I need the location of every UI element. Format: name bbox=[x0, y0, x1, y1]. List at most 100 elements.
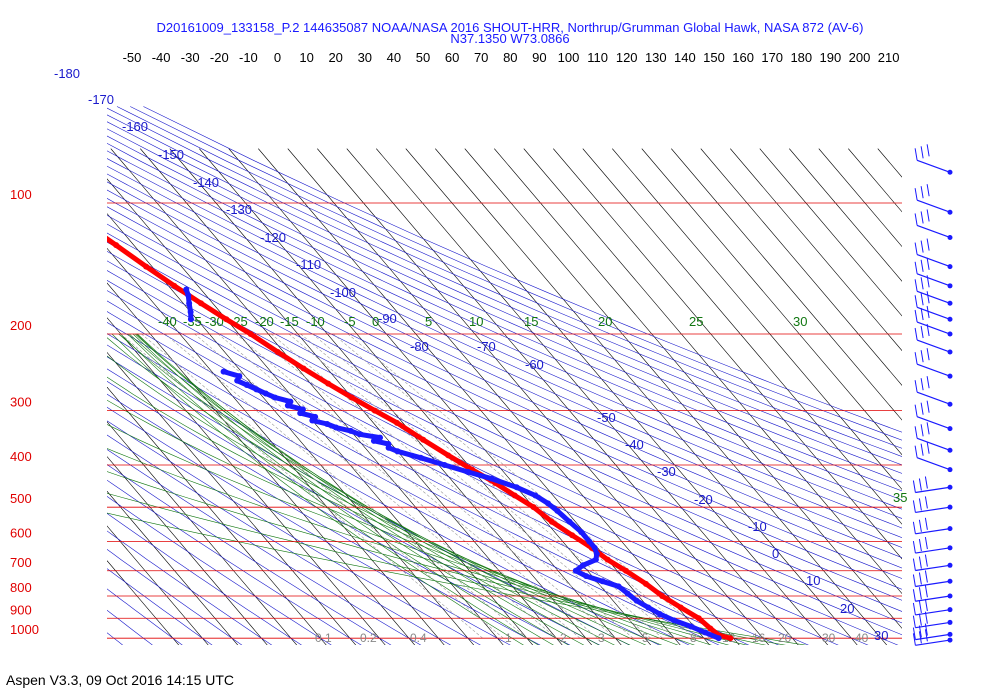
dry-adiabat-line bbox=[107, 290, 809, 645]
temperature-profile-point bbox=[113, 242, 120, 249]
dry-adiabat-line bbox=[107, 150, 902, 510]
temperature-tick-label: 10 bbox=[299, 50, 313, 65]
wind-barb bbox=[914, 257, 953, 289]
moist-adiabat-line bbox=[127, 333, 554, 645]
dewpoint-profile-point bbox=[633, 597, 640, 604]
mixing-ratio-line bbox=[300, 333, 663, 639]
dry-adiabat-line bbox=[107, 368, 601, 645]
temperature-tick-label: 100 bbox=[558, 50, 580, 65]
isotherm-line bbox=[107, 178, 504, 645]
grid-layer bbox=[107, 106, 1000, 657]
wind-barb bbox=[912, 623, 953, 641]
mixing-ratio-label: 16 bbox=[752, 631, 766, 645]
pressure-tick-label: 300 bbox=[10, 395, 32, 410]
dewpoint-profile-point bbox=[578, 528, 585, 535]
temperature-tick-label: 200 bbox=[849, 50, 871, 65]
temperature-profile-point bbox=[569, 532, 576, 539]
dewpoint-profile-point bbox=[324, 421, 331, 428]
temperature-tick-label: 20 bbox=[328, 50, 342, 65]
moist-adiabat-line bbox=[107, 471, 767, 645]
temperature-tick-label: 90 bbox=[532, 50, 546, 65]
temperature-tick-label: 60 bbox=[445, 50, 459, 65]
dry-adiabat-line bbox=[107, 449, 422, 645]
temperature-profile-point bbox=[348, 394, 355, 401]
dry-adiabat-line bbox=[107, 609, 153, 645]
dry-adiabat-label: -130 bbox=[226, 202, 252, 217]
wind-barb bbox=[912, 585, 953, 602]
dry-adiabat-label: -90 bbox=[378, 311, 397, 326]
label-layer: -50 -40 -30 -20 -10 0 10 20 30 40 50 60 70 80 90 100 110… bbox=[10, 50, 907, 645]
dewpoint-upper-segment-point bbox=[186, 300, 193, 307]
isotherm-line bbox=[848, 148, 902, 213]
temperature-profile-point bbox=[659, 593, 666, 600]
dewpoint-profile-point bbox=[312, 413, 319, 420]
dry-adiabat-line bbox=[107, 181, 902, 548]
mixing-ratio-line bbox=[164, 333, 528, 639]
moist-adiabat-label: -40 bbox=[158, 314, 177, 329]
isotherm-line bbox=[671, 148, 902, 421]
temperature-profile-point bbox=[445, 452, 452, 459]
temperature-profile-point bbox=[371, 407, 378, 414]
temperature-profile-point bbox=[727, 635, 734, 642]
moist-adiabat-label: 15 bbox=[524, 314, 538, 329]
isotherm-line bbox=[996, 149, 1000, 657]
dry-adiabat-line bbox=[107, 344, 660, 645]
isotherm-line bbox=[730, 148, 902, 352]
temperature-tick-label: -20 bbox=[210, 50, 229, 65]
footer-text: Aspen V3.3, 09 Oct 2016 14:15 UTC bbox=[6, 672, 235, 688]
temperature-tick-label: 160 bbox=[732, 50, 754, 65]
dewpoint-upper-segment-point bbox=[187, 308, 194, 315]
dry-adiabat-line bbox=[107, 250, 902, 636]
mixing-ratio-label: 1 bbox=[505, 631, 512, 645]
temperature-profile-point bbox=[548, 518, 555, 525]
dry-adiabat-line bbox=[107, 512, 302, 645]
moist-adiabat-label: 25 bbox=[689, 314, 703, 329]
moist-adiabat-line bbox=[111, 333, 524, 645]
temperature-profile bbox=[107, 235, 733, 641]
wind-barb bbox=[912, 496, 953, 514]
dewpoint-profile-point bbox=[671, 617, 678, 624]
wind-barb bbox=[914, 422, 953, 453]
temperature-tick-label: 140 bbox=[674, 50, 696, 65]
dry-adiabat-label: -70 bbox=[477, 339, 496, 354]
wind-barb bbox=[914, 323, 953, 355]
dry-adiabat-line bbox=[107, 270, 869, 645]
dry-adiabat-line bbox=[107, 260, 899, 645]
temperature-isolated-point bbox=[98, 169, 104, 175]
temperature-profile-point bbox=[677, 604, 684, 611]
dewpoint-profile-point bbox=[592, 556, 599, 563]
temperature-tick-label: -10 bbox=[239, 50, 258, 65]
isotherm-line bbox=[966, 149, 1000, 657]
wind-barb bbox=[914, 305, 953, 337]
dewpoint-profile-point bbox=[545, 500, 552, 507]
moist-adiabat-line bbox=[107, 512, 807, 645]
wind-barb bbox=[914, 209, 953, 240]
isotherm-line bbox=[107, 560, 180, 645]
dewpoint-profile-point bbox=[262, 390, 269, 397]
moist-adiabat-line bbox=[107, 399, 712, 645]
dewpoint-profile-point bbox=[586, 538, 593, 545]
dry-adiabat-line bbox=[107, 107, 902, 457]
mixing-ratio-line bbox=[141, 333, 504, 639]
wind-barb bbox=[912, 554, 953, 572]
temperature-profile-point bbox=[57, 200, 63, 206]
moist-adiabat-line bbox=[107, 337, 663, 645]
dry-adiabat-line bbox=[107, 189, 902, 559]
moist-adiabat-line bbox=[107, 376, 695, 645]
dry-adiabat-line bbox=[107, 464, 392, 645]
dewpoint-profile-point bbox=[253, 386, 260, 393]
temperature-tick-label: 150 bbox=[703, 50, 725, 65]
pressure-tick-label: 900 bbox=[10, 602, 32, 617]
dewpoint-profile-point bbox=[656, 611, 663, 618]
dewpoint-profile-point bbox=[333, 424, 340, 431]
dry-adiabat-line bbox=[107, 393, 541, 645]
isotherm-line bbox=[789, 148, 902, 282]
dry-adiabat-line bbox=[107, 198, 902, 569]
dry-adiabat-line bbox=[107, 548, 243, 645]
dewpoint-profile-point bbox=[572, 567, 579, 574]
dewpoint-profile-point bbox=[624, 590, 631, 597]
mixing-ratio-line bbox=[347, 333, 711, 639]
isotherm-line bbox=[464, 148, 888, 645]
wind-barb bbox=[912, 611, 953, 629]
